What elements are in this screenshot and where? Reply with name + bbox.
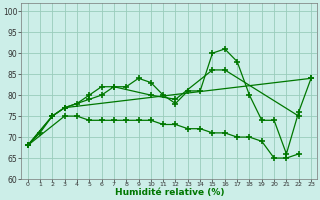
X-axis label: Humidité relative (%): Humidité relative (%)	[115, 188, 224, 197]
